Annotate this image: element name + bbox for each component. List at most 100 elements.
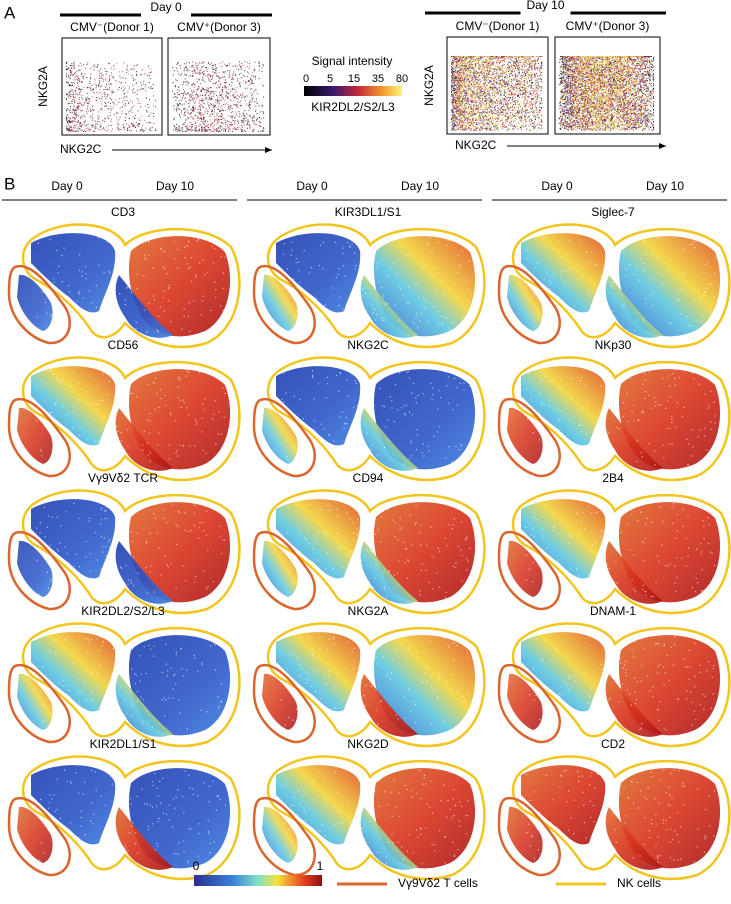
- legend-label: NK cells: [617, 876, 661, 890]
- tsne-nk-day0: [31, 765, 116, 845]
- tsne-t-day10: [605, 541, 663, 604]
- tsne-pair: [497, 622, 731, 748]
- marker-title: 2B4: [602, 471, 624, 485]
- scatter-dots: [451, 56, 543, 131]
- tsne-nk-day10: [618, 635, 721, 736]
- day-header: Day 10: [646, 179, 684, 193]
- tsne-t-day0: [17, 806, 53, 863]
- colorbar-tick: 0: [303, 73, 309, 85]
- tsne-nk-day0: [276, 366, 361, 446]
- t-outline: [252, 264, 316, 345]
- marker-title: KIR3DL1/S1: [335, 205, 402, 219]
- tsne-nk-day0: [521, 233, 606, 313]
- plot-title: CMV⁻(Donor 1): [70, 20, 154, 34]
- colorbar-tick: 80: [396, 73, 408, 85]
- tsne-speckle: [36, 503, 226, 600]
- t-outline: [497, 397, 561, 478]
- t-outline: [7, 397, 71, 478]
- t-outline: [497, 530, 561, 611]
- t-outline: [7, 796, 71, 877]
- marker-title: KIR2DL1/S1: [90, 737, 157, 751]
- tsne-nk-day10: [128, 635, 231, 736]
- marker-title: NKG2C: [347, 338, 389, 352]
- t-outline: [7, 663, 71, 744]
- tsne-nk-day0: [31, 499, 116, 579]
- day-header: Day 0: [51, 179, 83, 193]
- tsne-nk-day0: [521, 765, 606, 845]
- t-outline: [252, 663, 316, 744]
- day-header: Day 0: [296, 179, 328, 193]
- tsne-t-day0: [262, 407, 298, 464]
- tsne-t-day0: [507, 806, 543, 863]
- marker-title: Vγ9Vδ2 TCR: [88, 471, 158, 485]
- tsne-nk-day10: [373, 236, 476, 337]
- tsne-t-day0: [507, 407, 543, 464]
- panel-label: B: [4, 174, 15, 193]
- tsne-nk-day0: [276, 499, 361, 579]
- marker-title: NKG2A: [348, 604, 389, 618]
- marker-title: CD2: [601, 737, 625, 751]
- marker-title: CD94: [353, 471, 384, 485]
- tsne-t-day10: [605, 275, 663, 338]
- colorbar-tick: 35: [372, 73, 384, 85]
- t-outline: [7, 530, 71, 611]
- tsne-nk-day10: [373, 635, 476, 736]
- day-header: Day 0: [541, 179, 573, 193]
- tsne-pair: [252, 356, 486, 482]
- x-axis-label: NKG2C: [455, 138, 497, 152]
- colorbar-tick: 5: [327, 73, 333, 85]
- marker-title: CD56: [108, 338, 139, 352]
- tsne-pair: [252, 622, 486, 748]
- tsne-pair: [7, 356, 241, 482]
- tsne-nk-day10: [618, 768, 721, 869]
- tsne-t-day10: [605, 807, 663, 870]
- tsne-nk-day0: [276, 765, 361, 845]
- tsne-t-day10: [115, 807, 173, 870]
- tsne-t-day10: [115, 541, 173, 604]
- tsne-pair: [7, 223, 241, 349]
- tsne-pair: [497, 755, 731, 881]
- tsne-nk-day10: [128, 768, 231, 869]
- tsne-speckle: [282, 237, 472, 334]
- tsne-nk-day0: [31, 632, 116, 712]
- tsne-t-day0: [17, 540, 53, 597]
- tsne-nk-day0: [31, 233, 116, 313]
- y-axis-label: NKG2A: [36, 66, 50, 107]
- t-outline: [252, 397, 316, 478]
- scatter-dots: [175, 62, 264, 132]
- marker-title: NKp30: [595, 338, 632, 352]
- scatter-dots: [559, 56, 655, 131]
- scatter-dots: [559, 56, 655, 131]
- tsne-t-day0: [262, 274, 298, 331]
- tsne-nk-day0: [276, 632, 361, 712]
- plot-frame: [61, 37, 163, 136]
- tsne-nk-day10: [618, 236, 721, 337]
- tsne-pair: [7, 622, 241, 748]
- y-axis-label: NKG2A: [422, 65, 436, 106]
- plot-title: CMV⁺(Donor 3): [566, 19, 650, 33]
- tsne-t-day10: [360, 275, 418, 338]
- colorbar-tick: 1: [317, 859, 324, 873]
- tsne-t-day0: [262, 673, 298, 730]
- panel-label: A: [4, 3, 16, 22]
- tsne-t-day10: [360, 541, 418, 604]
- tsne-pair: [252, 223, 486, 349]
- tsne-nk-day0: [31, 366, 116, 446]
- tsne-nk-day0: [521, 499, 606, 579]
- legend-label: Vγ9Vδ2 T cells: [398, 876, 478, 890]
- tsne-t-day10: [605, 674, 663, 737]
- colorbar: [304, 86, 402, 96]
- marker-title: Siglec-7: [591, 205, 635, 219]
- tsne-nk-day10: [618, 502, 721, 603]
- t-outline: [252, 530, 316, 611]
- t-outline: [497, 663, 561, 744]
- tsne-nk-day10: [128, 369, 231, 470]
- tsne-pair: [252, 755, 486, 881]
- tsne-t-day0: [17, 673, 53, 730]
- tsne-t-day10: [360, 807, 418, 870]
- tsne-nk-day0: [521, 632, 606, 712]
- marker-title: KIR2DL2/S2/L3: [81, 604, 165, 618]
- t-outline: [497, 796, 561, 877]
- tsne-pair: [7, 755, 241, 881]
